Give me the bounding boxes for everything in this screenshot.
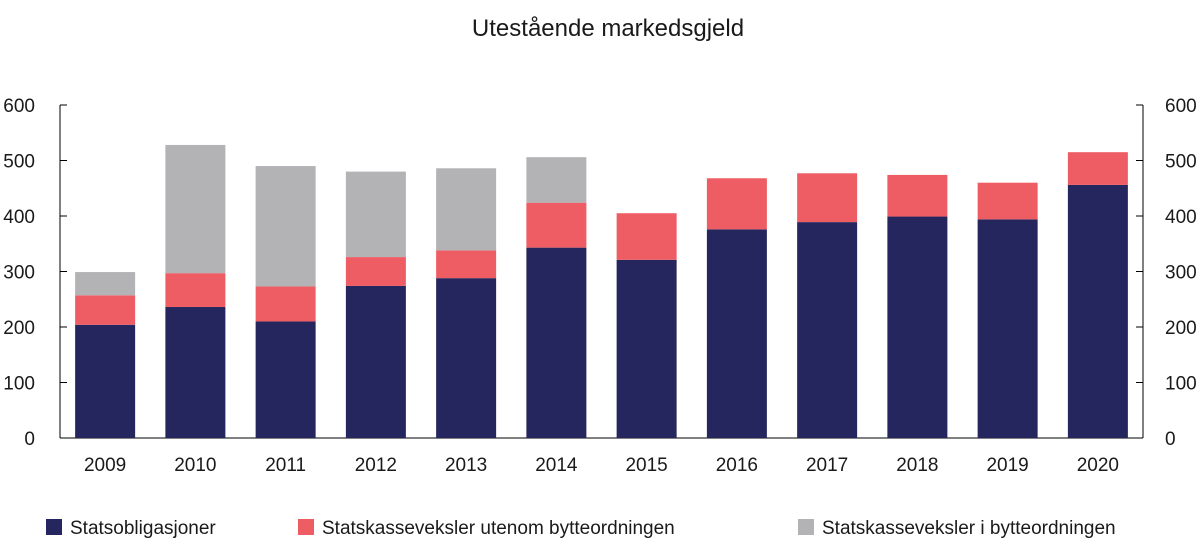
y-tick-label-right: 0 [1165,429,1176,450]
x-tick-label: 2012 [355,455,397,476]
bar-segment [616,213,677,260]
bar-segment [977,219,1038,438]
bar-segment [345,171,406,258]
bar-segment [1067,152,1128,185]
bar-segment [75,272,136,296]
chart-title: Utestående markedsgjeld [472,15,744,42]
bar-segment [75,295,136,325]
legend-label: Statskasseveksler utenom bytteordningen [322,518,675,539]
y-tick-label-left: 600 [3,96,35,117]
y-tick-label-right: 500 [1165,152,1197,173]
y-tick-label-right: 400 [1165,207,1197,228]
bar-segment [706,178,767,230]
bar-segment [345,285,406,438]
y-tick-label-left: 400 [3,207,35,228]
bar-segment [797,222,858,438]
x-tick-label: 2014 [535,455,578,476]
bar-segment [345,257,406,286]
bar-segment [526,157,587,203]
bar-segment [526,202,587,248]
legend-swatch [46,519,62,535]
x-tick-labels: 2009 2010 2011 2012 2013 2014 2015 2016 2017 2018… [84,455,1119,476]
legend-label: Statskasseveksler i bytteordningen [822,518,1116,539]
bar-segment [165,144,226,274]
bar-segment [526,247,587,438]
bar-segment [255,286,316,322]
x-tick-label: 2009 [84,455,126,476]
x-tick-label: 2017 [806,455,848,476]
bars [75,144,1128,438]
y-tick-label-left: 100 [3,374,35,395]
x-tick-label: 2019 [986,455,1028,476]
bar-segment [436,168,497,251]
bar-segment [797,173,858,223]
bar-segment [75,324,136,438]
x-tick-label: 2011 [265,455,306,476]
y-tick-label-right: 100 [1165,374,1197,395]
legend-swatch [798,519,814,535]
bar-segment [706,229,767,438]
y-tick-label-right: 200 [1165,318,1197,339]
x-tick-label: 2010 [174,455,216,476]
bar-segment [1067,184,1128,438]
bar-segment [616,259,677,438]
bar-segment [255,321,316,438]
y-tick-label-left: 500 [3,152,35,173]
bar-segment [436,250,497,279]
y-tick-label-left: 200 [3,318,35,339]
legend-swatch [298,519,314,535]
y-tick-label-right: 600 [1165,96,1197,117]
y-tick-label-left: 300 [3,263,35,284]
y-tick-label-left: 0 [24,429,35,450]
bar-segment [887,216,948,438]
y-tick-label-right: 300 [1165,263,1197,284]
axes: 0 0 100 100 200 200 300 300 400 400 500 500 600 600 [3,96,1196,450]
bar-segment [165,273,226,308]
x-tick-label: 2016 [716,455,758,476]
legend-label: Statsobligasjoner [70,518,216,539]
legend: Statsobligasjoner Statskasseveksler uteno… [46,518,1116,539]
bar-segment [977,182,1038,220]
bar-segment [436,278,497,438]
bar-segment [165,307,226,438]
bar-segment [255,166,316,287]
x-tick-label: 2013 [445,455,487,476]
x-tick-label: 2018 [896,455,938,476]
bar-segment [887,174,948,217]
x-tick-label: 2015 [625,455,667,476]
x-tick-label: 2020 [1077,455,1119,476]
